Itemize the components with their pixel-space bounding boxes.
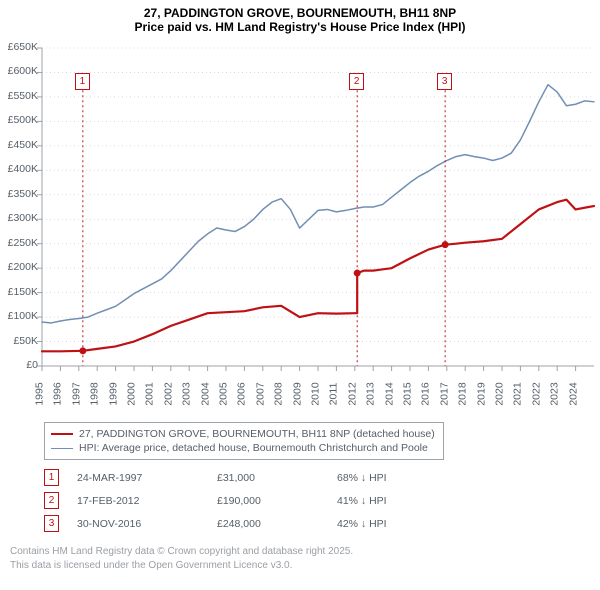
y-axis-label: £150K: [2, 286, 38, 298]
event-marker: 2: [44, 492, 59, 509]
y-axis-label: £250K: [2, 237, 38, 249]
event-delta: 42% ↓ HPI: [337, 518, 387, 530]
x-axis-label: 1996: [52, 382, 64, 405]
event-price: £190,000: [217, 495, 337, 507]
legend: 27, PADDINGTON GROVE, BOURNEMOUTH, BH11 …: [44, 422, 444, 460]
x-axis-label: 2024: [567, 382, 579, 405]
x-axis-label: 2017: [438, 382, 450, 405]
x-axis-label: 2004: [199, 382, 211, 405]
y-axis-label: £300K: [2, 212, 38, 224]
chart-svg: [0, 38, 600, 418]
x-axis-label: 2020: [494, 382, 506, 405]
x-axis-label: 2001: [144, 382, 156, 405]
x-axis-label: 2015: [402, 382, 414, 405]
footer: Contains HM Land Registry data © Crown c…: [10, 545, 592, 572]
chart-subtitle: Price paid vs. HM Land Registry's House …: [0, 20, 600, 38]
x-axis-label: 2018: [457, 382, 469, 405]
x-axis-label: 1995: [34, 382, 46, 405]
legend-swatch: [51, 433, 73, 435]
y-axis-label: £50K: [2, 335, 38, 347]
x-axis-label: 2021: [512, 382, 524, 405]
y-axis-label: £0: [2, 359, 38, 371]
x-axis-label: 2007: [254, 382, 266, 405]
x-axis-label: 1999: [107, 382, 119, 405]
y-axis-label: £350K: [2, 188, 38, 200]
chart-marker: 2: [349, 73, 364, 90]
legend-swatch: [51, 448, 73, 449]
legend-text: HPI: Average price, detached house, Bour…: [79, 442, 428, 454]
event-marker: 1: [44, 469, 59, 486]
x-axis-label: 2014: [383, 382, 395, 405]
chart-title: 27, PADDINGTON GROVE, BOURNEMOUTH, BH11 …: [0, 0, 600, 20]
x-axis-label: 2022: [530, 382, 542, 405]
y-axis-label: £650K: [2, 41, 38, 53]
x-axis-label: 2013: [365, 382, 377, 405]
x-axis-label: 2005: [218, 382, 230, 405]
event-row: 2 17-FEB-2012£190,00041% ↓ HPI: [44, 489, 592, 512]
event-price: £248,000: [217, 518, 337, 530]
event-date: 30-NOV-2016: [77, 518, 217, 530]
events-table: 1 24-MAR-1997£31,00068% ↓ HPI 2 17-FEB-2012…: [44, 466, 592, 535]
x-axis-label: 2011: [328, 383, 340, 406]
event-marker: 3: [44, 515, 59, 532]
chart-container: 27, PADDINGTON GROVE, BOURNEMOUTH, BH11 …: [0, 0, 600, 572]
event-delta: 68% ↓ HPI: [337, 472, 387, 484]
chart-marker: 3: [437, 73, 452, 90]
event-row: 3 30-NOV-2016£248,00042% ↓ HPI: [44, 512, 592, 535]
x-axis-label: 2006: [236, 382, 248, 405]
y-axis-label: £550K: [2, 90, 38, 102]
footer-line-1: Contains HM Land Registry data © Crown c…: [10, 545, 592, 559]
y-axis-label: £500K: [2, 114, 38, 126]
legend-text: 27, PADDINGTON GROVE, BOURNEMOUTH, BH11 …: [79, 428, 435, 440]
event-price: £31,000: [217, 472, 337, 484]
y-axis-label: £450K: [2, 139, 38, 151]
legend-item: 27, PADDINGTON GROVE, BOURNEMOUTH, BH11 …: [51, 427, 437, 441]
event-date: 24-MAR-1997: [77, 472, 217, 484]
x-axis-label: 1998: [89, 382, 101, 405]
event-date: 17-FEB-2012: [77, 495, 217, 507]
y-axis-label: £200K: [2, 261, 38, 273]
x-axis-label: 2010: [310, 382, 322, 405]
y-axis-label: £400K: [2, 163, 38, 175]
x-axis-label: 1997: [70, 382, 82, 405]
x-axis-label: 2002: [162, 382, 174, 405]
event-delta: 41% ↓ HPI: [337, 495, 387, 507]
x-axis-label: 2012: [346, 382, 358, 405]
x-axis-label: 2008: [273, 382, 285, 405]
footer-line-2: This data is licensed under the Open Gov…: [10, 559, 592, 573]
x-axis-label: 2016: [420, 382, 432, 405]
x-axis-label: 2009: [291, 382, 303, 405]
y-axis-label: £100K: [2, 310, 38, 322]
y-axis-label: £600K: [2, 65, 38, 77]
legend-item: HPI: Average price, detached house, Bour…: [51, 441, 437, 455]
x-axis-label: 2019: [475, 382, 487, 405]
x-axis-label: 2003: [181, 382, 193, 405]
plot-area: 1 2 3 £0 £50K £100K £150K £200K £250K £300K £350K £…: [0, 38, 600, 418]
chart-marker: 1: [75, 73, 90, 90]
x-axis-label: 2000: [126, 382, 138, 405]
event-row: 1 24-MAR-1997£31,00068% ↓ HPI: [44, 466, 592, 489]
x-axis-label: 2023: [549, 382, 561, 405]
